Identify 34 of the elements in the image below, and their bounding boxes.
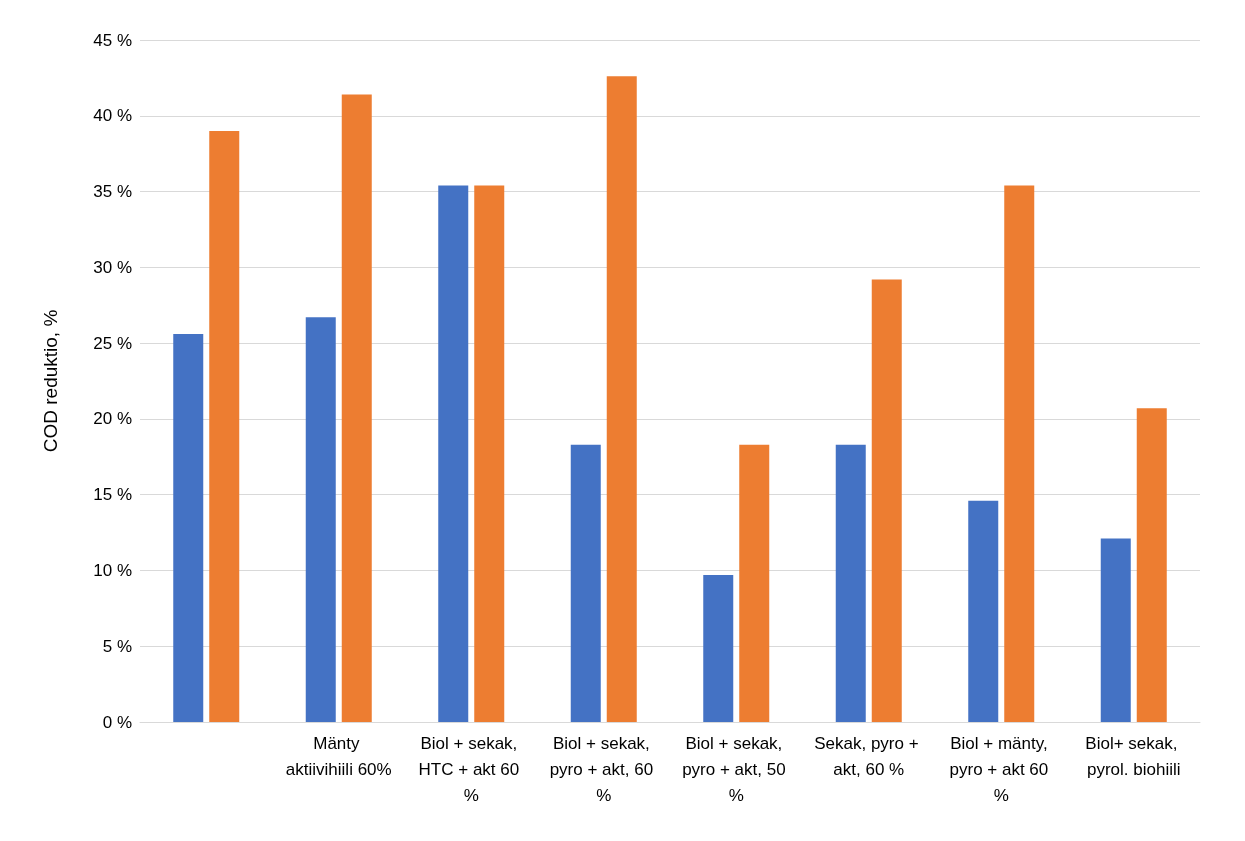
bar xyxy=(1004,185,1035,722)
bar xyxy=(835,444,866,722)
bar xyxy=(570,444,601,722)
y-axis-title: COD reduktio, % xyxy=(40,309,61,453)
bar xyxy=(438,185,469,722)
x-tick-label: Biol + sekak, pyro + akt, 50 % xyxy=(682,733,791,805)
y-tick-label: 45 % xyxy=(93,30,132,50)
bar xyxy=(703,574,734,722)
y-tick-label: 5 % xyxy=(102,636,132,656)
y-tick-label: 40 % xyxy=(93,106,132,126)
bar xyxy=(968,500,999,722)
bar xyxy=(871,279,902,722)
y-tick-label: 0 % xyxy=(102,712,132,732)
y-tick-label: 25 % xyxy=(93,333,132,353)
bar xyxy=(341,94,372,722)
bar xyxy=(209,130,240,722)
x-tick-label: Biol+ sekak, pyrol. biohiili xyxy=(1085,733,1183,779)
x-tick-label: Sekak, pyro + akt, 60 % xyxy=(814,733,924,779)
y-tick-label: 15 % xyxy=(93,485,132,505)
bar xyxy=(739,444,770,722)
y-tick-label: 10 % xyxy=(93,560,132,580)
y-tick-label: 20 % xyxy=(93,409,132,429)
y-tick-label: 30 % xyxy=(93,257,132,277)
x-tick-label: Mänty aktiivihiili 60% xyxy=(285,733,392,779)
bar xyxy=(1100,538,1131,722)
bar xyxy=(1136,408,1167,722)
bar xyxy=(606,76,637,722)
x-tick-label: Biol + mänty, pyro + akt 60 % xyxy=(949,733,1053,805)
bar xyxy=(474,185,505,722)
y-tick-label: 35 % xyxy=(93,182,132,202)
bar xyxy=(173,334,204,722)
x-tick-label: Biol + sekak, pyro + akt, 60 % xyxy=(549,733,658,805)
bar xyxy=(305,317,336,722)
x-tick-label: Biol + sekak, HTC + akt 60 % xyxy=(418,733,524,805)
